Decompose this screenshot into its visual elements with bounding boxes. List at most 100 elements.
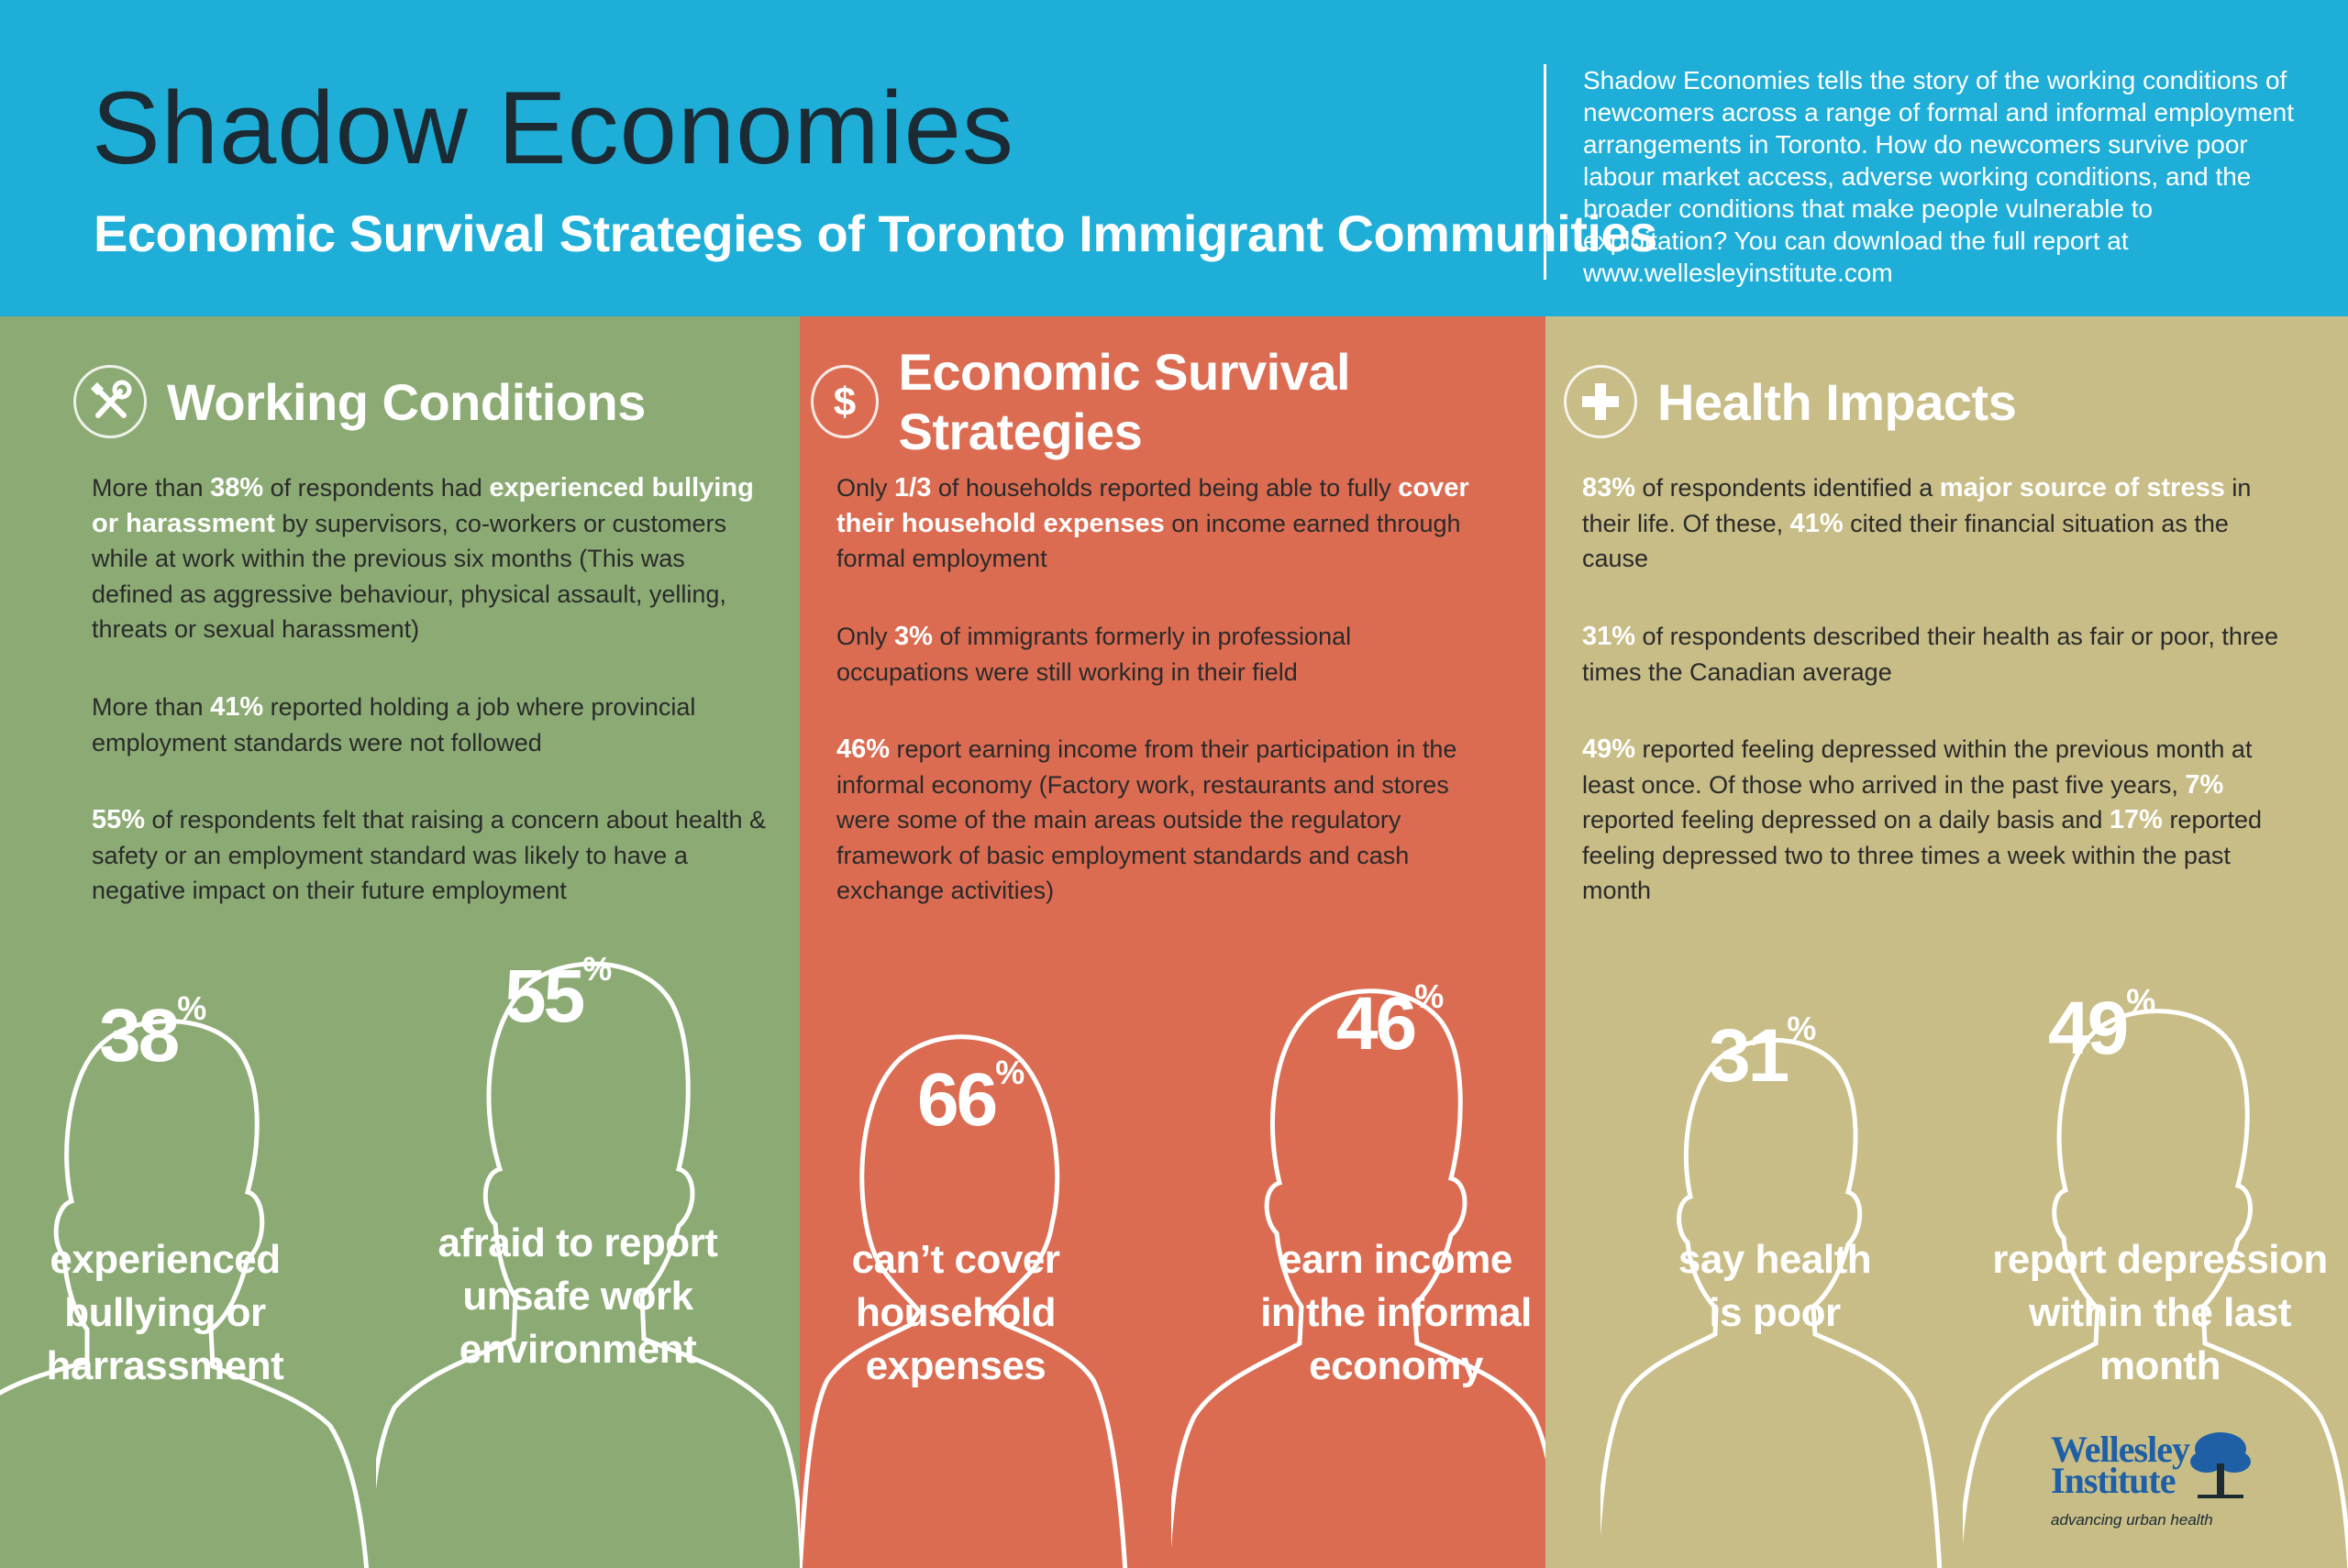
economic-stat-1: Only 1/3 of households reported being ab… [836, 470, 1479, 577]
stat-text: Only [836, 474, 895, 502]
page-title: Shadow Economies [92, 71, 1014, 185]
caption-bullying: experienced bullying or harrassment [18, 1233, 312, 1393]
person-silhouette-icon [376, 931, 800, 1568]
stat-highlight: 41% [210, 692, 264, 722]
stat-highlight: cover their household expenses [836, 473, 1469, 538]
stat-number: 38 [99, 994, 180, 1077]
stat-66-percent: 66% [917, 1054, 1025, 1143]
stat-text: reported feeling depressed two to three … [1582, 806, 2263, 904]
percent-sign: % [1414, 977, 1445, 1015]
svg-text:$: $ [834, 380, 856, 425]
caption-household-expenses: can’t cover household expenses [814, 1233, 1098, 1393]
person-silhouette-icon [1171, 958, 1545, 1568]
person-silhouette-icon [0, 967, 385, 1568]
stat-text: cited their financial situation as the c… [1582, 509, 2229, 573]
stat-46-percent: 46% [1336, 977, 1444, 1067]
stat-text: reported feeling depressed on a daily ba… [1582, 806, 2110, 834]
logo-name-line: Institute [2051, 1460, 2176, 1501]
economic-survival-column: $ Economic Survival Strategies Only 1/3 … [800, 316, 1545, 1568]
stat-text: of immigrants formerly in professional o… [836, 623, 1352, 686]
stat-number: 31 [1709, 1014, 1789, 1098]
working-conditions-title: Working Conditions [167, 372, 646, 431]
stat-highlight: 83% [1582, 473, 1636, 502]
report-link[interactable]: www.wellesleyinstitute.com [1583, 259, 1893, 287]
caption-line: month [2099, 1343, 2221, 1388]
caption-line: say health [1678, 1237, 1872, 1282]
caption-line: economy [1309, 1343, 1483, 1388]
health-impacts-column: Health Impacts 83% of respondents identi… [1545, 316, 2348, 1568]
working-conditions-column: Working Conditions More than 38% of resp… [0, 316, 800, 1568]
health-stat-1: 83% of respondents identified a major so… [1582, 470, 2288, 577]
working-stat-2: More than 41% reported holding a job whe… [92, 690, 770, 760]
caption-depression: report depression within the last month [1977, 1233, 2343, 1393]
dollar-icon: $ [811, 365, 879, 438]
caption-line: within the last [2029, 1290, 2291, 1335]
person-silhouette-icon [1963, 967, 2348, 1568]
stat-highlight: 31% [1582, 622, 1636, 651]
percent-sign: % [995, 1054, 1025, 1091]
logo-name-line: Wellesley [2051, 1429, 2190, 1470]
header-banner: Shadow Economies Economic Survival Strat… [0, 0, 2348, 316]
health-impacts-title: Health Impacts [1657, 372, 2017, 431]
caption-line: unsafe work [462, 1274, 693, 1319]
stat-number: 46 [1336, 982, 1417, 1066]
stat-highlight: 38% [210, 473, 264, 502]
stat-highlight: major source of stress [1939, 473, 2225, 502]
stat-highlight: 7% [2185, 769, 2224, 800]
page-subtitle: Economic Survival Strategies of Toronto … [94, 204, 1657, 262]
caption-line: report depression [1992, 1237, 2328, 1282]
stat-text: reported feeling depressed within the pr… [1582, 735, 2253, 799]
stat-text: of respondents felt that raising a conce… [92, 806, 766, 904]
stat-highlight: 17% [2109, 805, 2163, 834]
person-silhouette-icon [1600, 995, 1949, 1568]
plus-icon [1564, 365, 1637, 438]
stat-text: by supervisors, co-workers or customers … [92, 509, 726, 644]
stat-text: on income earned through formal employme… [836, 509, 1461, 573]
stat-text: of households reported being able to ful… [931, 474, 1399, 502]
stat-text: reported holding a job where provincial … [92, 693, 696, 756]
caption-line: expenses [865, 1343, 1047, 1388]
stat-highlight: experienced bullying or harassment [92, 473, 754, 538]
logo-wordmark: Wellesley Institute [2051, 1429, 2190, 1501]
stat-55-percent: 55% [504, 950, 612, 1040]
economic-stat-3: 46% report earning income from their par… [836, 732, 1497, 909]
stat-number: 49 [2048, 987, 2129, 1070]
intro-text: Shadow Economies tells the story of the … [1583, 64, 2298, 289]
percent-sign: % [1787, 1010, 1817, 1047]
caption-line: harrassment [46, 1343, 284, 1388]
stat-highlight: 49% [1582, 734, 1636, 764]
intro-body: Shadow Economies tells the story of the … [1583, 66, 2295, 255]
stat-highlight: 55% [92, 805, 146, 834]
health-stat-2: 31% of respondents described their healt… [1582, 619, 2288, 690]
health-impacts-heading: Health Impacts [1564, 360, 2017, 443]
caption-unsafe-work: afraid to report unsafe work environment [413, 1217, 743, 1376]
person-silhouette-icon [800, 986, 1130, 1568]
economic-survival-title: Economic Survival Strategies [898, 343, 1351, 460]
stat-text: More than [92, 474, 211, 502]
caption-health-poor: say health is poor [1633, 1233, 1917, 1340]
economic-stat-2: Only 3% of immigrants formerly in profes… [836, 619, 1479, 690]
working-stat-1: More than 38% of respondents had experie… [92, 470, 770, 647]
caption-line: in the informal [1260, 1290, 1532, 1335]
stat-text: Only [836, 623, 895, 650]
health-stat-3: 49% reported feeling depressed within th… [1582, 732, 2288, 909]
stat-31-percent: 31% [1709, 1010, 1817, 1099]
stat-text: in their life. Of these, [1582, 474, 2252, 537]
stat-text: report earning income from their partici… [836, 735, 1457, 904]
working-conditions-heading: Working Conditions [73, 360, 646, 443]
header-divider [1544, 64, 1546, 280]
caption-line: can’t cover [851, 1237, 1060, 1282]
percent-sign: % [582, 950, 613, 988]
wrench-screwdriver-icon [73, 365, 147, 438]
caption-line: afraid to report [437, 1220, 718, 1265]
stat-text: of respondents had [263, 474, 490, 502]
percent-sign: % [2126, 982, 2156, 1020]
stat-highlight: 41% [1789, 508, 1844, 538]
logo-tagline: advancing urban health [2051, 1511, 2213, 1529]
caption-line: household [856, 1290, 1056, 1335]
stat-49-percent: 49% [2048, 982, 2155, 1072]
percent-sign: % [177, 989, 207, 1027]
working-stat-3: 55% of respondents felt that raising a c… [92, 802, 770, 909]
wellesley-institute-logo: Wellesley Institute advancing urban healt… [2051, 1429, 2251, 1529]
stat-number: 66 [917, 1058, 998, 1142]
